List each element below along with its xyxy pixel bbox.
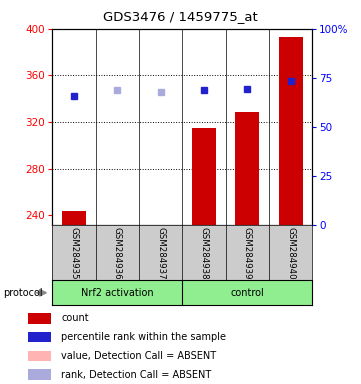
Text: GDS3476 / 1459775_at: GDS3476 / 1459775_at — [103, 10, 258, 23]
Text: GSM284939: GSM284939 — [243, 227, 252, 280]
Bar — [279, 37, 303, 225]
Text: GSM284937: GSM284937 — [156, 227, 165, 280]
Text: GSM284936: GSM284936 — [113, 227, 122, 280]
Text: GSM284935: GSM284935 — [70, 227, 78, 280]
Bar — [62, 211, 86, 225]
Bar — [28, 369, 51, 380]
Text: rank, Detection Call = ABSENT: rank, Detection Call = ABSENT — [61, 370, 212, 380]
Text: Nrf2 activation: Nrf2 activation — [81, 288, 154, 298]
Text: GSM284938: GSM284938 — [200, 227, 208, 280]
Bar — [192, 128, 216, 225]
Text: GSM284940: GSM284940 — [286, 227, 295, 280]
Text: count: count — [61, 313, 89, 323]
Text: value, Detection Call = ABSENT: value, Detection Call = ABSENT — [61, 351, 216, 361]
Text: percentile rank within the sample: percentile rank within the sample — [61, 332, 226, 342]
Bar — [28, 313, 51, 324]
Bar — [28, 332, 51, 343]
Text: protocol: protocol — [4, 288, 43, 298]
Bar — [28, 351, 51, 361]
Text: control: control — [230, 288, 264, 298]
Bar — [235, 112, 259, 225]
